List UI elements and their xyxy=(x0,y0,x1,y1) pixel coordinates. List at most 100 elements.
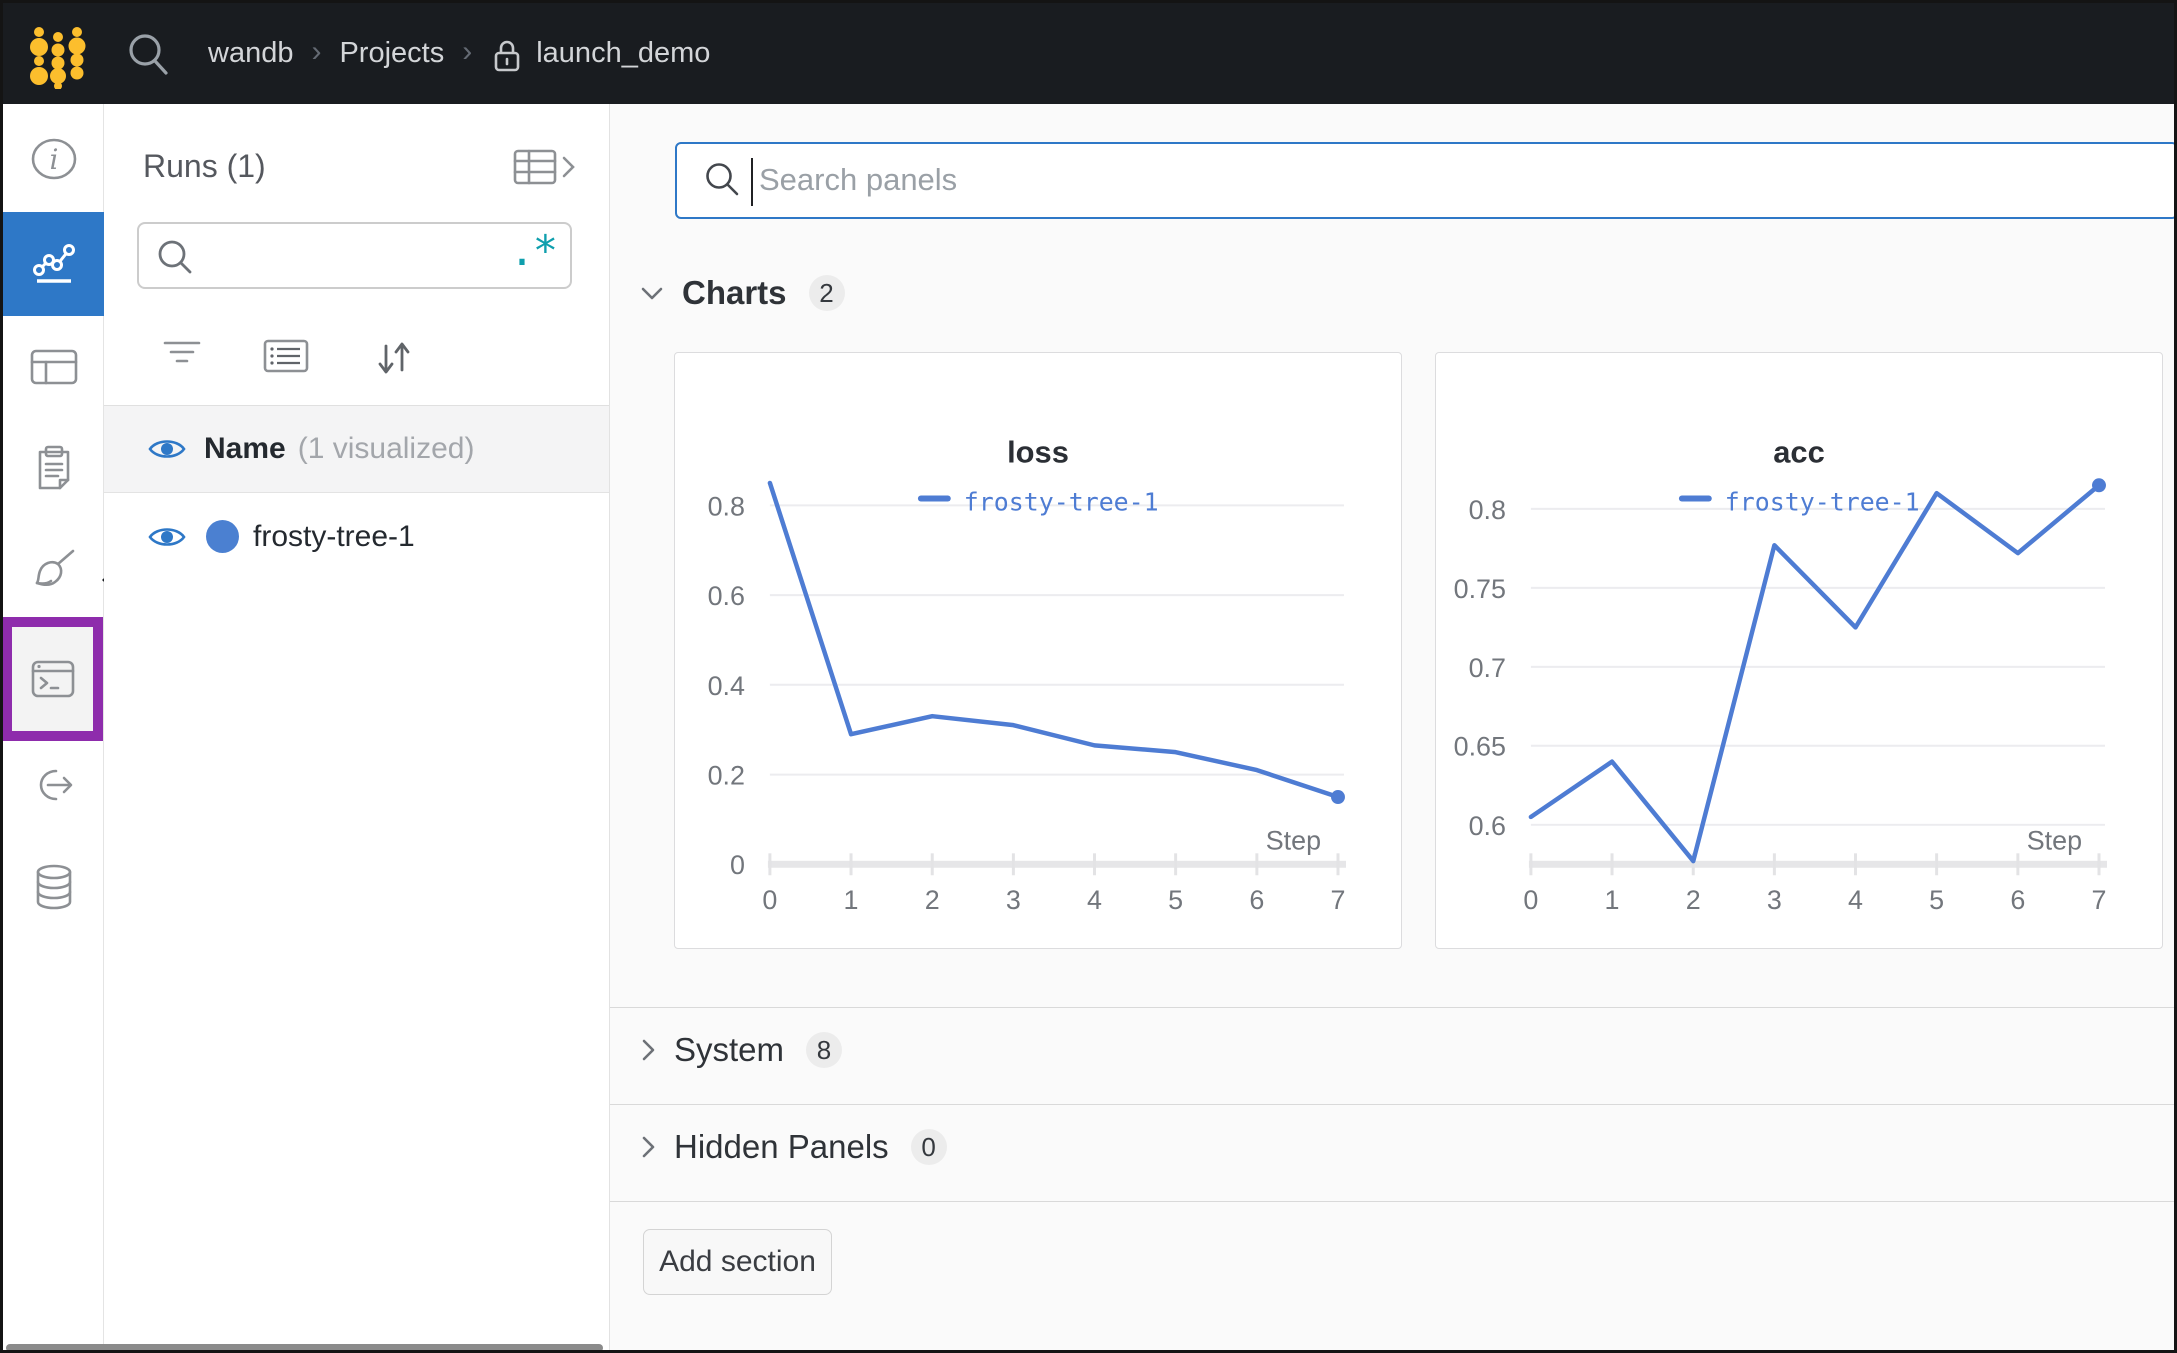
charts-section-label: Charts xyxy=(682,274,787,311)
svg-text:2: 2 xyxy=(1686,885,1701,915)
eye-visible-icon[interactable] xyxy=(148,523,186,551)
svg-text:1: 1 xyxy=(1605,885,1620,915)
svg-text:0: 0 xyxy=(762,885,777,915)
breadcrumb-entity[interactable]: wandb xyxy=(208,37,294,69)
runs-search-input[interactable] xyxy=(201,228,491,283)
info-icon: i xyxy=(31,138,76,180)
database-icon xyxy=(36,864,71,910)
sidebar-item-sweeps[interactable] xyxy=(3,526,104,612)
svg-text:4: 4 xyxy=(1848,885,1863,915)
search-icon xyxy=(706,163,739,196)
left-icon-rail: i xyxy=(3,104,104,1350)
runs-sidebar: Runs (1) .* xyxy=(6,104,610,1350)
svg-text:0: 0 xyxy=(1523,885,1538,915)
svg-text:acc: acc xyxy=(1773,435,1825,470)
text-caret xyxy=(751,158,753,206)
svg-text:4: 4 xyxy=(1087,885,1102,915)
hidden-panels-section-label: Hidden Panels xyxy=(674,1128,889,1165)
runs-name-header-row[interactable]: Name (1 visualized) xyxy=(104,406,609,493)
acc-chart-panel[interactable]: 0.6 0.65 0.7 0.75 0.8 0 1 2 3 4 5 6 7 Step acc frosty-t… xyxy=(1435,352,2163,949)
svg-text:0: 0 xyxy=(730,850,745,880)
svg-text:2: 2 xyxy=(925,885,940,915)
broom-icon xyxy=(35,549,74,587)
divider xyxy=(610,1007,2174,1008)
svg-text:i: i xyxy=(49,143,58,176)
breadcrumb-separator: › xyxy=(311,34,322,68)
filter-icon[interactable] xyxy=(159,338,205,370)
clipboard-icon xyxy=(38,445,69,490)
line-chart-icon xyxy=(32,244,75,283)
sidebar-item-overview[interactable]: i xyxy=(3,116,104,202)
workspace-main: Charts 2 0 0.2 0.4 0.6 0.8 0 1 2 3 4 5 6 7 Step loss fr… xyxy=(610,104,2174,1350)
chevron-right-icon[interactable] xyxy=(638,1133,658,1161)
table-icon xyxy=(30,349,77,385)
divider xyxy=(610,1104,2174,1105)
runs-panel-title: Runs (1) xyxy=(143,148,266,184)
svg-text:0.4: 0.4 xyxy=(708,671,745,701)
eye-visible-icon[interactable] xyxy=(148,435,186,463)
svg-text:0.65: 0.65 xyxy=(1454,732,1506,762)
svg-text:1: 1 xyxy=(844,885,859,915)
link-out-icon xyxy=(39,769,72,801)
panel-search-box xyxy=(675,142,2174,219)
hidden-panels-section-header[interactable]: Hidden Panels 0 xyxy=(638,1128,947,1166)
charts-section-header[interactable]: Charts 2 xyxy=(638,274,845,312)
sidebar-item-artifacts[interactable] xyxy=(3,844,104,930)
breadcrumb-project-name[interactable]: launch_demo xyxy=(536,37,711,69)
svg-text:7: 7 xyxy=(2092,885,2107,915)
wandb-logo-icon[interactable] xyxy=(25,21,89,89)
chevron-right-icon[interactable] xyxy=(638,1036,658,1064)
horizontal-scrollbar[interactable] xyxy=(6,1344,603,1350)
svg-text:Step: Step xyxy=(2027,825,2082,855)
run-row[interactable]: frosty-tree-1 xyxy=(104,494,609,579)
hidden-panels-count-badge: 0 xyxy=(910,1129,947,1165)
runs-table-icon xyxy=(513,149,557,185)
sidebar-item-jobs[interactable] xyxy=(3,617,103,741)
svg-text:0.6: 0.6 xyxy=(1469,811,1506,841)
svg-text:frosty-tree-1: frosty-tree-1 xyxy=(964,487,1159,516)
divider xyxy=(104,405,609,406)
loss-chart-panel[interactable]: 0 0.2 0.4 0.6 0.8 0 1 2 3 4 5 6 7 Step loss frosty-tree… xyxy=(674,352,1402,949)
global-search-icon[interactable] xyxy=(125,31,171,77)
svg-text:0.8: 0.8 xyxy=(1469,495,1506,525)
sidebar-item-launch[interactable] xyxy=(3,742,104,828)
runs-toolbar xyxy=(104,316,609,404)
list-icon[interactable] xyxy=(262,338,310,374)
sidebar-item-notes[interactable] xyxy=(3,426,104,512)
run-name[interactable]: frosty-tree-1 xyxy=(253,519,415,553)
breadcrumb: wandb › Projects › launch_demo xyxy=(208,3,710,104)
search-panels-input[interactable] xyxy=(759,150,2139,210)
svg-text:Step: Step xyxy=(1266,825,1321,855)
sidebar-item-table[interactable] xyxy=(3,324,104,410)
visualized-count: (1 visualized) xyxy=(297,432,475,465)
system-count-badge: 8 xyxy=(806,1032,843,1068)
svg-text:0.2: 0.2 xyxy=(708,761,745,791)
system-section-header[interactable]: System 8 xyxy=(638,1031,843,1069)
svg-text:6: 6 xyxy=(2010,885,2025,915)
terminal-jobs-icon xyxy=(31,660,74,698)
svg-text:5: 5 xyxy=(1929,885,1944,915)
run-color-dot[interactable] xyxy=(206,520,239,553)
svg-text:0.8: 0.8 xyxy=(708,491,745,521)
runs-search-box: .* xyxy=(137,222,572,289)
system-section-label: System xyxy=(674,1031,785,1068)
sort-icon[interactable] xyxy=(372,338,416,378)
svg-text:5: 5 xyxy=(1168,885,1183,915)
regex-toggle-icon[interactable]: .* xyxy=(509,226,558,275)
sidebar-item-charts[interactable] xyxy=(3,212,104,316)
add-section-button[interactable]: Add section xyxy=(643,1229,832,1295)
breadcrumb-projects[interactable]: Projects xyxy=(339,37,445,69)
svg-text:frosty-tree-1: frosty-tree-1 xyxy=(1725,487,1920,516)
expand-runs-table-button[interactable] xyxy=(512,148,578,186)
chevron-down-icon[interactable] xyxy=(638,283,666,303)
svg-text:loss: loss xyxy=(1007,435,1069,470)
charts-count-badge: 2 xyxy=(808,275,845,311)
svg-text:0.75: 0.75 xyxy=(1454,574,1506,604)
svg-text:0.6: 0.6 xyxy=(708,581,745,611)
top-navbar: wandb › Projects › launch_demo xyxy=(3,3,2174,104)
svg-text:6: 6 xyxy=(1249,885,1264,915)
svg-text:3: 3 xyxy=(1767,885,1782,915)
divider xyxy=(610,1201,2174,1202)
lock-icon xyxy=(494,40,520,71)
svg-text:3: 3 xyxy=(1006,885,1021,915)
